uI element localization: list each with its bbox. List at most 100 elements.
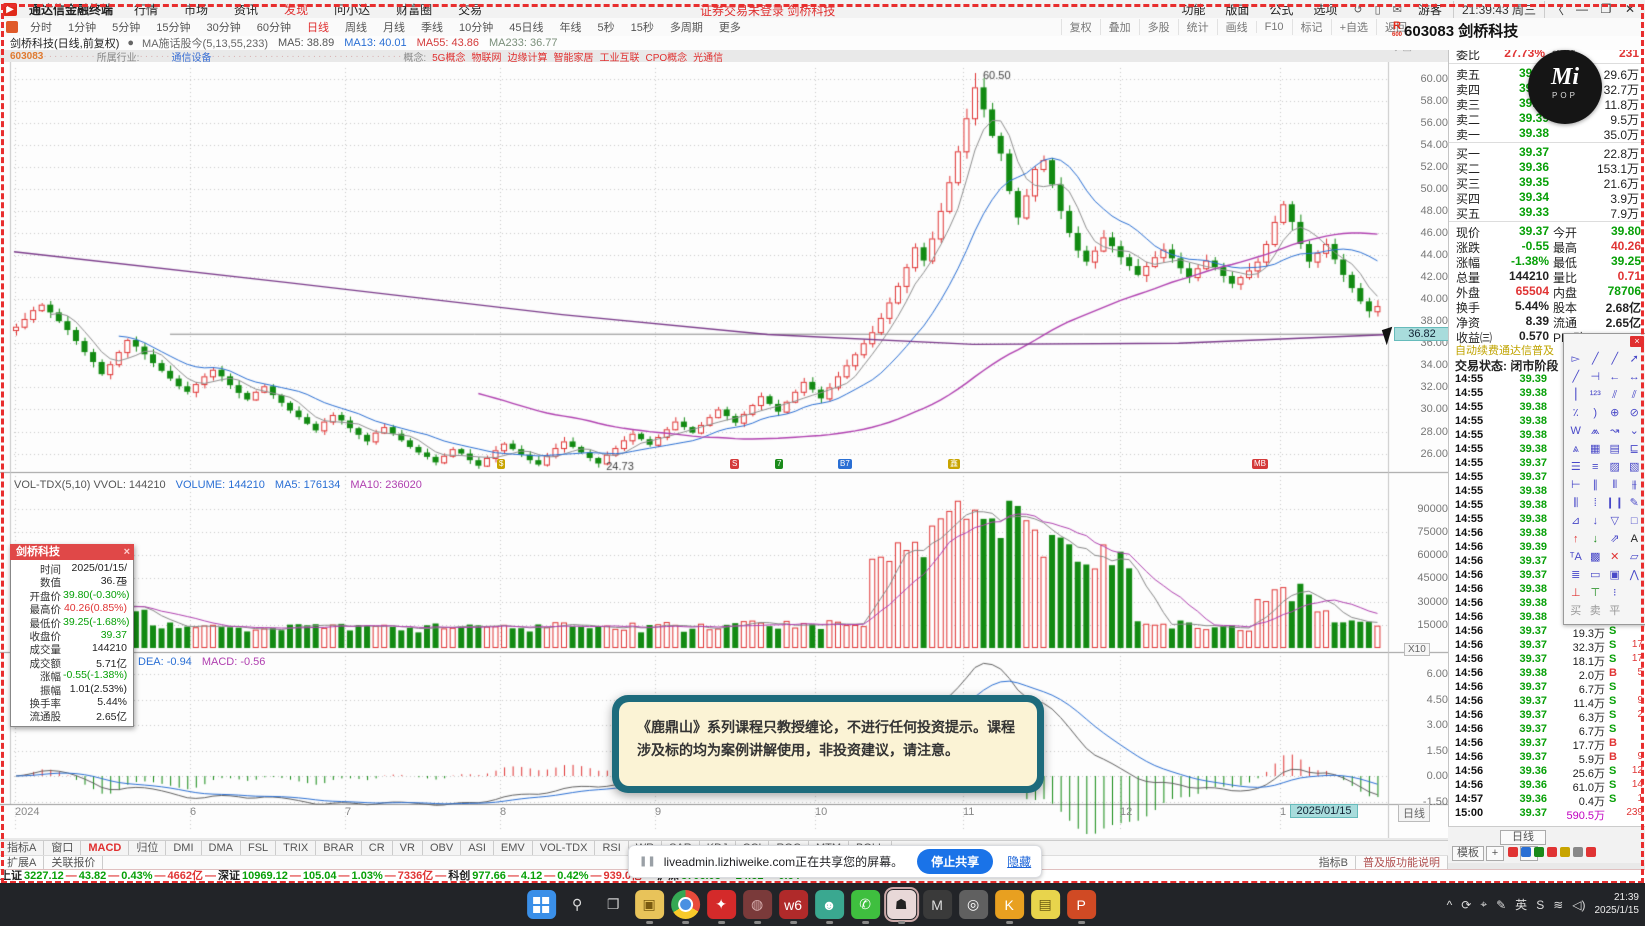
draw-tool-icon[interactable]: ▧: [1629, 461, 1640, 473]
menu-item-版面[interactable]: 版面: [1225, 2, 1250, 17]
draw-tool-icon[interactable]: ⁞: [1593, 497, 1597, 509]
tab-指标A[interactable]: 指标A: [0, 841, 45, 856]
footer-chip-icon[interactable]: [1573, 847, 1583, 857]
draw-tool-icon[interactable]: ᵀA: [1569, 551, 1582, 563]
concept-tag[interactable]: 物联网: [471, 52, 502, 63]
back-button[interactable]: 〈: [1551, 2, 1564, 17]
draw-tool-icon[interactable]: A: [1630, 533, 1638, 545]
menu-item-资讯[interactable]: 资讯: [234, 2, 259, 17]
tray-icon-2[interactable]: ⌖: [1480, 897, 1488, 911]
period-1分钟[interactable]: 1分钟: [68, 22, 97, 34]
draw-tool-icon[interactable]: ⌄: [1629, 425, 1639, 437]
draw-tool-icon[interactable]: ╱: [1591, 353, 1599, 365]
bid-row[interactable]: 买一 39.37 22.8万: [1449, 145, 1645, 161]
tab-ASI[interactable]: ASI: [461, 841, 494, 856]
draw-tool-icon[interactable]: ): [1593, 407, 1598, 419]
period-5分钟[interactable]: 5分钟: [112, 22, 141, 34]
period-10分钟[interactable]: 10分钟: [459, 22, 494, 34]
draw-tool-icon[interactable]: ⩓: [1572, 443, 1579, 455]
tool-+自选[interactable]: +自选: [1330, 19, 1376, 35]
indicator-dot-icon[interactable]: ●: [127, 37, 135, 49]
menu-item-市场[interactable]: 市场: [184, 2, 209, 17]
period-15秒[interactable]: 15秒: [630, 22, 654, 34]
bid-row[interactable]: 买二 39.36 153.1万: [1449, 160, 1645, 176]
period-季线[interactable]: 季线: [421, 22, 443, 34]
taskbar-icon-app-teal[interactable]: ☻: [814, 890, 844, 924]
draw-tool-icon[interactable]: ↑: [1573, 533, 1579, 545]
draw-tool-icon[interactable]: ▣: [1609, 569, 1620, 581]
bid-row[interactable]: 买四 39.34 3.9万: [1449, 190, 1645, 206]
draw-tool-icon[interactable]: ⋀: [1629, 569, 1639, 581]
ask-row[interactable]: 卖一 39.38 35.0万: [1449, 126, 1645, 142]
draw-tool-icon[interactable]: ✎: [1629, 497, 1639, 509]
taskbar-icon-wps[interactable]: w6: [778, 890, 808, 924]
user-label[interactable]: 游客: [1417, 2, 1442, 17]
taskbar-icon-search[interactable]: ⚲: [571, 896, 583, 912]
tab-窗口[interactable]: 窗口: [44, 841, 82, 856]
footer-chip-icon[interactable]: [1534, 847, 1544, 857]
footer-chip-icon[interactable]: [1560, 847, 1570, 857]
draw-tool-icon[interactable]: ⫼: [1573, 497, 1579, 509]
draw-tool-icon[interactable]: W: [1570, 425, 1581, 437]
taskbar-icon-tdx[interactable]: ✦: [706, 890, 736, 924]
maximize-button[interactable]: ❐: [1600, 2, 1612, 16]
draw-tool-icon[interactable]: ∥: [1592, 479, 1599, 491]
tab-VOL-TDX[interactable]: VOL-TDX: [533, 841, 596, 856]
taskbar-icon-chrome[interactable]: [670, 890, 700, 924]
draw-tool-icon[interactable]: ➚: [1629, 353, 1639, 365]
draw-tool-icon[interactable]: ✕: [1610, 551, 1620, 563]
tab-BRAR[interactable]: BRAR: [316, 841, 362, 856]
tab-DMI[interactable]: DMI: [166, 841, 202, 856]
tab-VR[interactable]: VR: [393, 841, 423, 856]
concept-tag[interactable]: 光通信: [693, 52, 724, 63]
menu-item-交易[interactable]: 交易: [458, 2, 483, 17]
menu-item-行情[interactable]: 行情: [134, 2, 159, 17]
ask-row[interactable]: 卖二 39.39 9.5万: [1449, 111, 1645, 127]
toolbar-icon-0[interactable]: ↺: [1353, 3, 1363, 16]
panel-button-+[interactable]: +: [1486, 846, 1504, 861]
tab-扩展A[interactable]: 扩展A: [0, 856, 45, 870]
draw-tool-icon[interactable]: 买: [1570, 605, 1582, 617]
draw-tool-icon[interactable]: ≣: [1571, 569, 1581, 581]
tool-叠加[interactable]: 叠加: [1099, 19, 1139, 35]
draw-tool-icon[interactable]: ▱: [1630, 551, 1639, 563]
minimize-button[interactable]: —: [1576, 2, 1588, 16]
draw-tool-icon[interactable]: [1625, 602, 1645, 620]
toolbar-icon-2[interactable]: ✉: [1392, 3, 1402, 16]
draw-tool-icon[interactable]: ⇗: [1610, 533, 1620, 545]
menu-item-选项[interactable]: 选项: [1313, 2, 1338, 17]
draw-tool-icon[interactable]: ¹²³: [1589, 389, 1601, 401]
menu-item-财富圈[interactable]: 财富圈: [396, 2, 433, 17]
draw-tool-icon[interactable]: ⊣: [1590, 371, 1601, 383]
tool-返回[interactable]: 返回: [1376, 19, 1415, 35]
tool-多股[interactable]: 多股: [1138, 19, 1178, 35]
draw-tool-icon[interactable]: ⫴: [1612, 479, 1618, 491]
period-多周期[interactable]: 多周期: [669, 22, 703, 34]
draw-tool-icon[interactable]: ↓: [1592, 515, 1599, 527]
draw-tool-icon[interactable]: ↓: [1592, 533, 1599, 545]
draw-tool-icon[interactable]: ╱: [1572, 371, 1580, 383]
tab-关联报价[interactable]: 关联报价: [44, 856, 104, 870]
tab-EMV[interactable]: EMV: [494, 841, 533, 856]
popup-header[interactable]: 剑桥科技 ×: [10, 544, 134, 560]
tab-FSL[interactable]: FSL: [241, 841, 277, 856]
concept-tag[interactable]: 智能家居: [553, 52, 594, 63]
draw-tool-icon[interactable]: ☰: [1570, 461, 1581, 473]
concept-tag[interactable]: 工业互联: [599, 52, 640, 63]
share-grip-icon[interactable]: ❚❚: [639, 856, 656, 867]
tool-画线[interactable]: 画线: [1216, 19, 1256, 35]
draw-tool-icon[interactable]: ⊑: [1629, 443, 1639, 455]
draw-tool-icon[interactable]: ╱: [1611, 353, 1619, 365]
taskbar-icon-camera[interactable]: ◎: [958, 890, 988, 919]
close-button[interactable]: ✕: [1624, 2, 1636, 16]
menu-item-功能[interactable]: 功能: [1181, 2, 1206, 17]
bid-row[interactable]: 买三 39.35 21.6万: [1449, 175, 1645, 191]
taskbar-icon-kk[interactable]: K: [994, 890, 1024, 924]
tray-clock[interactable]: 21:39 2025/1/15: [1595, 892, 1640, 917]
tab-指标B[interactable]: 指标B: [1312, 856, 1356, 870]
draw-tool-icon[interactable]: ↔: [1628, 371, 1640, 383]
draw-tool-icon[interactable]: 平: [1609, 605, 1621, 617]
period-月线[interactable]: 月线: [383, 22, 405, 34]
period-分时[interactable]: 分时: [30, 22, 52, 34]
toolbar-icon-1[interactable]: ▯: [1374, 3, 1381, 16]
